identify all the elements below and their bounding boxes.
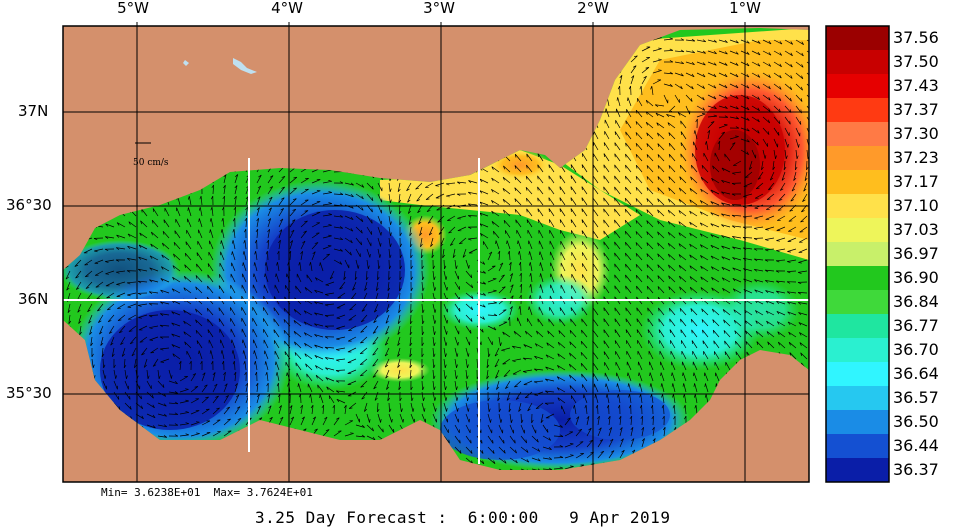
colorbar-value: 36.97 xyxy=(893,244,939,263)
colorbar-swatch xyxy=(826,434,889,459)
colorbar-value: 36.90 xyxy=(893,268,939,287)
colorbar-value: 37.56 xyxy=(893,28,939,47)
colorbar-value: 37.43 xyxy=(893,76,939,95)
lon-label-2w: 2°W xyxy=(577,0,609,17)
lon-label-1w: 1°W xyxy=(729,0,761,17)
lon-label-5w: 5°W xyxy=(117,0,149,17)
colorbar-swatch xyxy=(826,218,889,243)
lat-label-3630: 36°30 xyxy=(6,196,52,214)
colorbar-swatch xyxy=(826,458,889,483)
colorbar-value: 37.23 xyxy=(893,148,939,167)
map-frame xyxy=(62,25,810,483)
min-max-text: Min= 3.6238E+01 Max= 3.7624E+01 xyxy=(101,486,313,499)
lon-label-4w: 4°W xyxy=(271,0,303,17)
colorbar-swatch xyxy=(826,290,889,315)
lon-label-3w: 3°W xyxy=(423,0,455,17)
colorbar-swatch xyxy=(826,194,889,219)
colorbar-swatch xyxy=(826,50,889,75)
colorbar-swatch xyxy=(826,146,889,171)
colorbar xyxy=(826,26,889,483)
colorbar-value: 37.10 xyxy=(893,196,939,215)
lat-label-37n: 37N xyxy=(18,102,49,120)
colorbar-frame xyxy=(825,25,890,483)
colorbar-value: 37.50 xyxy=(893,52,939,71)
colorbar-swatch xyxy=(826,242,889,267)
tick-marks xyxy=(136,22,746,30)
section-lines xyxy=(63,158,809,464)
colorbar-value: 36.37 xyxy=(893,460,939,479)
lake xyxy=(233,58,257,74)
colorbar-value: 36.50 xyxy=(893,412,939,431)
colorbar-swatch xyxy=(826,98,889,123)
colorbar-value: 36.64 xyxy=(893,364,939,383)
colorbar-swatch xyxy=(826,26,889,51)
colorbar-swatch xyxy=(826,314,889,339)
sea-salinity-field xyxy=(63,28,809,470)
colorbar-swatch xyxy=(826,74,889,99)
colorbar-swatch xyxy=(826,386,889,411)
colorbar-swatch xyxy=(826,122,889,147)
colorbar-swatch xyxy=(826,338,889,363)
colorbar-swatch xyxy=(826,410,889,435)
colorbar-value: 37.03 xyxy=(893,220,939,239)
colorbar-value: 36.84 xyxy=(893,292,939,311)
colorbar-value: 37.30 xyxy=(893,124,939,143)
colorbar-value: 37.17 xyxy=(893,172,939,191)
lake xyxy=(183,60,189,66)
reference-vector-label: 50 cm/s xyxy=(133,158,169,168)
colorbar-value: 36.44 xyxy=(893,436,939,455)
colorbar-swatch xyxy=(826,362,889,387)
colorbar-value: 36.70 xyxy=(893,340,939,359)
forecast-caption: 3.25 Day Forecast : 6:00:00 9 Apr 2019 xyxy=(255,508,671,527)
lat-label-36n: 36N xyxy=(18,290,49,308)
colorbar-swatch xyxy=(826,266,889,291)
lat-label-3530: 35°30 xyxy=(6,384,52,402)
colorbar-value: 37.37 xyxy=(893,100,939,119)
colorbar-swatch xyxy=(826,170,889,195)
colorbar-value: 36.57 xyxy=(893,388,939,407)
colorbar-value: 36.77 xyxy=(893,316,939,335)
